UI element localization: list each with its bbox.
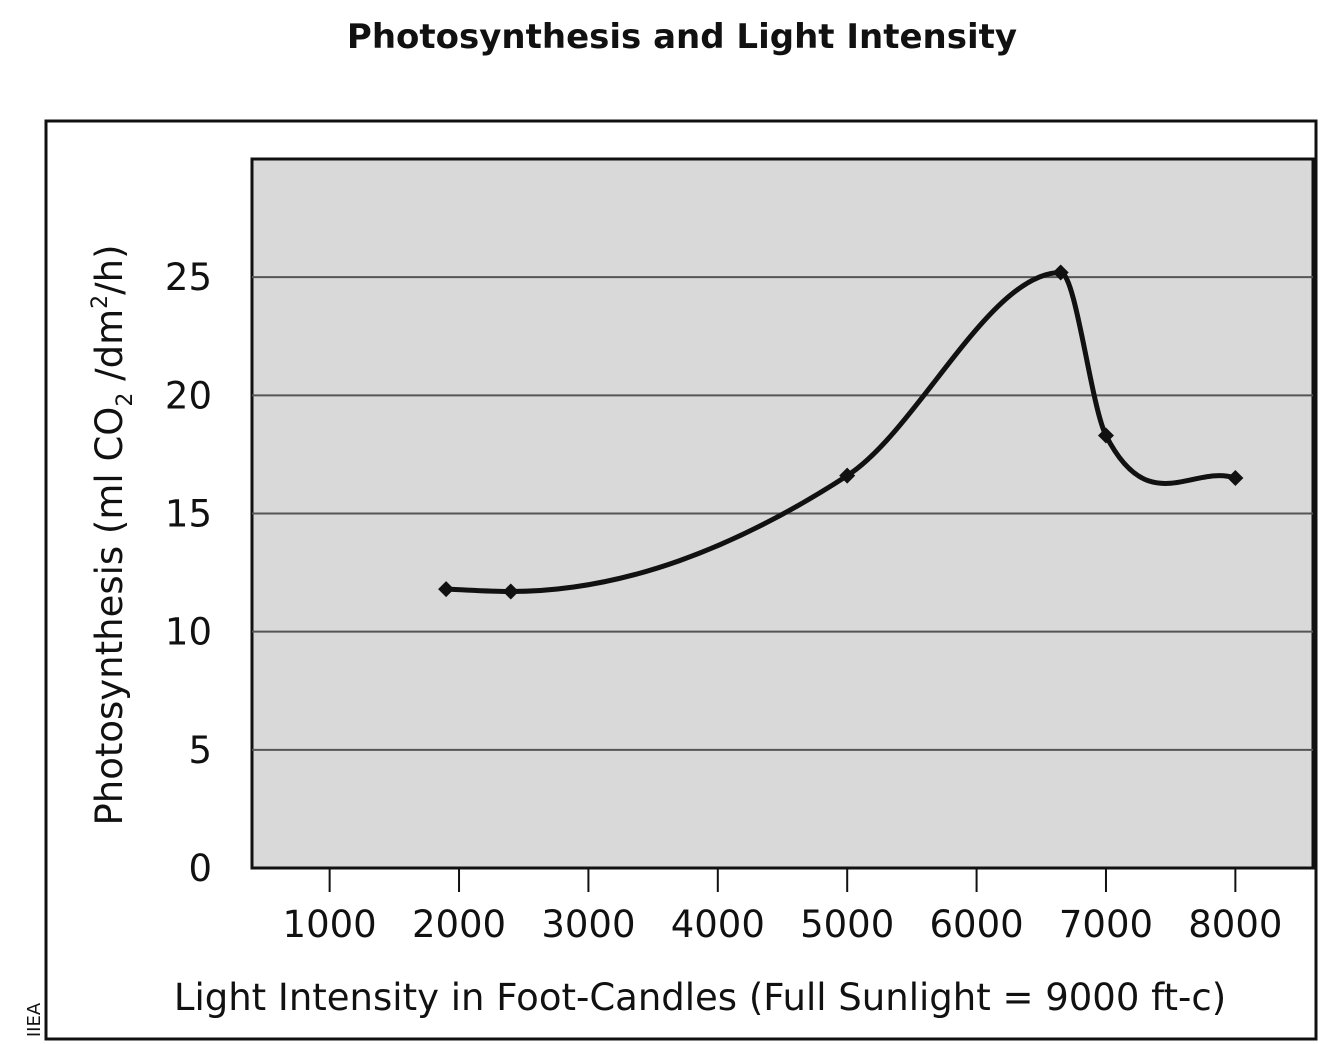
x-tick-label-5000: 5000: [800, 903, 894, 946]
y-tick-label-20: 20: [165, 374, 212, 417]
chart-title: Photosynthesis and Light Intensity: [347, 17, 1017, 57]
x-tick-label-1000: 1000: [283, 903, 377, 946]
y-tick-label-25: 25: [165, 256, 212, 299]
y-axis-label-mid: /dm: [88, 309, 131, 393]
y-tick-label-10: 10: [165, 611, 212, 654]
x-tick-label-4000: 4000: [671, 903, 765, 946]
y-tick-label-5: 5: [188, 729, 212, 772]
x-tick-label-7000: 7000: [1059, 903, 1153, 946]
x-axis-label: Light Intensity in Foot-Candles (Full Su…: [174, 976, 1226, 1019]
data-point-2400: [502, 583, 519, 600]
data-point-8000: [1227, 470, 1244, 487]
y-axis-label: Photosynthesis (ml CO2 /dm2/h): [88, 244, 138, 825]
data-point-1900: [438, 581, 455, 598]
y-tick-label-0: 0: [188, 847, 212, 890]
y-axis-label-prefix: Photosynthesis (ml CO: [88, 407, 131, 826]
series-line: [443, 269, 1238, 594]
data-series: [438, 264, 1244, 600]
x-tick-label-3000: 3000: [541, 903, 635, 946]
x-tick-label-2000: 2000: [412, 903, 506, 946]
data-point-7000: [1097, 427, 1114, 444]
y-axis-label-suffix: /h): [88, 244, 131, 294]
y-tick-label-15: 15: [165, 493, 212, 536]
credit-label: IIEA: [24, 1002, 45, 1037]
x-tick-label-8000: 8000: [1188, 903, 1282, 946]
x-axis-ticks: 1000 2000 3000 4000 5000 6000 7000 8000: [283, 868, 1282, 946]
data-point-6650: [1052, 264, 1069, 281]
x-tick-label-6000: 6000: [929, 903, 1023, 946]
y-axis-label-subscript: 2: [113, 393, 138, 407]
y-axis-ticks: 0 5 10 15 20 25: [165, 256, 212, 890]
data-point-5000: [839, 467, 856, 484]
y-axis-label-superscript: 2: [88, 295, 113, 309]
